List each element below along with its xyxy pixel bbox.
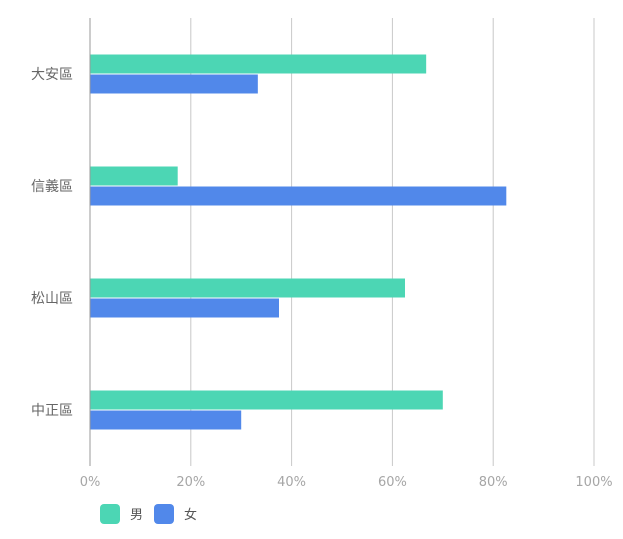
bar[interactable] [90, 410, 242, 430]
x-tick-label: 60% [378, 475, 407, 490]
bar[interactable] [90, 278, 405, 298]
category-label: 信義區 [31, 178, 73, 195]
bar[interactable] [90, 390, 443, 410]
legend[interactable]: 男女 [100, 504, 197, 524]
legend-swatch[interactable] [154, 504, 174, 524]
bar[interactable] [90, 298, 279, 318]
bar[interactable] [90, 74, 258, 94]
legend-label[interactable]: 男 [130, 508, 143, 523]
x-tick-label: 40% [277, 475, 306, 490]
x-tick-label: 0% [80, 475, 101, 490]
bar[interactable] [90, 166, 178, 186]
category-label: 松山區 [31, 291, 73, 307]
x-tick-label: 80% [479, 475, 508, 490]
legend-swatch[interactable] [100, 504, 120, 524]
category-label: 大安區 [31, 67, 73, 83]
bar[interactable] [90, 186, 507, 206]
x-tick-label: 20% [176, 475, 205, 490]
category-label: 中正區 [31, 403, 73, 419]
x-tick-labels: 0% 20% 40% 60% 80% 100% [80, 475, 613, 490]
bar[interactable] [90, 54, 427, 74]
x-tick-label: 100% [575, 475, 612, 490]
legend-label[interactable]: 女 [184, 507, 197, 523]
bars [90, 54, 507, 430]
